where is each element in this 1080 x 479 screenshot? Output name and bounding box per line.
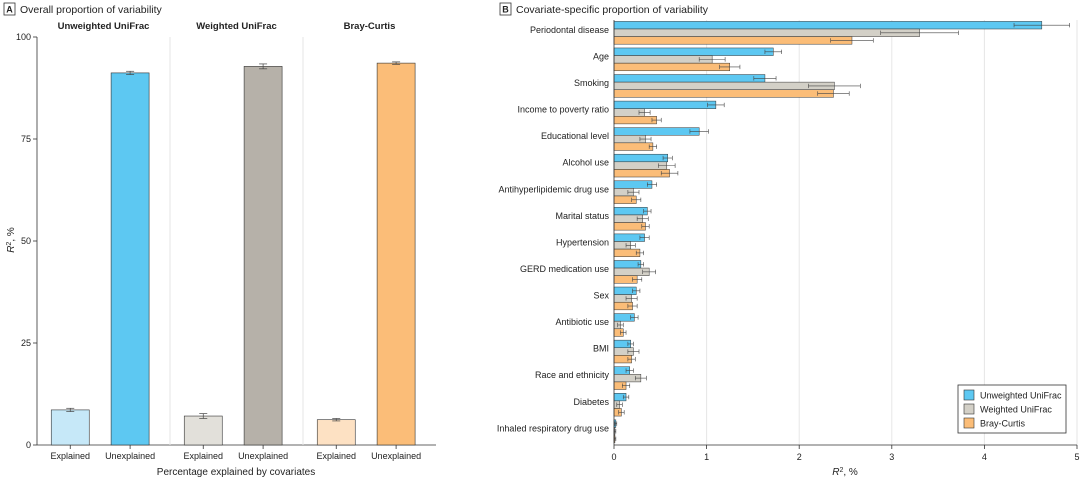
x-tick-label-weighted-unifrac-explained: Explained — [183, 451, 223, 461]
category-label-race-and-ethnicity: Race and ethnicity — [535, 370, 610, 380]
panel-a-x-axis-label: Percentage explained by covariates — [157, 467, 315, 478]
legend-swatch-bray-curtis — [963, 417, 975, 429]
bar-unweighted-unifrac-smoking — [613, 74, 766, 83]
category-label-gerd-medication-use: GERD medication use — [520, 264, 609, 274]
bar-bray-curtis-explained — [316, 419, 356, 446]
panel-a-separators — [169, 37, 304, 445]
x-tick-label-5: 5 — [1074, 452, 1079, 462]
y-tick-label-100: 100 — [16, 32, 31, 42]
bar-bray-curtis-periodontal-disease — [613, 36, 853, 45]
bar-unweighted-unifrac-marital-status — [613, 207, 648, 216]
bar-weighted-unifrac-explained — [183, 415, 223, 446]
category-label-alcohol-use: Alcohol use — [562, 158, 609, 168]
panel-b-letter: B — [502, 5, 509, 15]
group-label-weighted-unifrac: Weighted UniFrac — [196, 21, 277, 32]
x-tick-label-3: 3 — [889, 452, 894, 462]
bar-weighted-unifrac-periodontal-disease — [613, 28, 920, 37]
legend-label-weighted-unifrac: Weighted UniFrac — [980, 405, 1052, 415]
panel-a-bars: Explained Unexplained Explained Unexplained… — [50, 61, 421, 461]
panel-b-bars — [613, 21, 1070, 443]
category-label-sex: Sex — [593, 291, 609, 301]
panel-b-header: B Covariate-specific proportion of varia… — [499, 2, 709, 16]
category-label-periodontal-disease: Periodontal disease — [530, 25, 609, 35]
bar-bray-curtis-smoking — [613, 89, 834, 98]
bar-bray-curtis-age — [613, 62, 730, 72]
bar-bray-curtis-marital-status — [613, 222, 646, 231]
panel-b-category-labels: Periodontal disease Age Smoking Income to p… — [497, 25, 610, 433]
bar-unweighted-unifrac-educational-level — [613, 127, 700, 136]
category-label-inhaled-respiratory-drug-use: Inhaled respiratory drug use — [497, 423, 609, 433]
category-label-income-to-poverty-ratio: Income to poverty ratio — [517, 105, 609, 115]
panel-a-group-labels: Unweighted UniFrac Weighted UniFrac Bray-C… — [58, 21, 396, 32]
bar-bray-curtis-educational-level — [613, 142, 654, 151]
bar-unweighted-unifrac-unexplained — [110, 72, 150, 446]
category-label-hypertension: Hypertension — [556, 237, 609, 247]
category-label-smoking: Smoking — [574, 78, 609, 88]
category-label-age: Age — [593, 51, 609, 61]
category-label-antihyperlipidemic-drug-use: Antihyperlipidemic drug use — [498, 184, 609, 194]
x-tick-label-4: 4 — [982, 452, 987, 462]
legend-label-unweighted-unifrac: Unweighted UniFrac — [980, 391, 1062, 401]
category-label-diabetes: Diabetes — [573, 397, 609, 407]
x-tick-label-1: 1 — [704, 452, 709, 462]
x-tick-label-weighted-unifrac-unexplained: Unexplained — [238, 451, 288, 461]
bar-bray-curtis-unexplained — [376, 62, 416, 446]
panel-b-x-ticks: 0 1 2 3 4 5 — [611, 445, 1080, 462]
category-label-antibiotic-use: Antibiotic use — [555, 317, 609, 327]
bar-unweighted-unifrac-age — [613, 47, 774, 56]
legend: Unweighted UniFrac Weighted UniFrac Bray-C… — [957, 384, 1067, 434]
category-label-marital-status: Marital status — [555, 211, 609, 221]
bar-weighted-unifrac-smoking — [613, 81, 835, 90]
x-tick-label-bray-curtis-explained: Explained — [316, 451, 356, 461]
group-label-unweighted-unifrac: Unweighted UniFrac — [58, 21, 150, 32]
panel-a-letter: A — [6, 5, 13, 15]
legend-box — [957, 384, 1067, 434]
bar-unweighted-unifrac-explained — [50, 409, 90, 446]
x-tick-label-0: 0 — [611, 452, 616, 462]
bar-unweighted-unifrac-gerd-medication-use — [613, 260, 642, 269]
category-label-bmi: BMI — [593, 344, 609, 354]
x-tick-label-unweighted-unifrac-explained: Explained — [50, 451, 90, 461]
legend-swatch-weighted-unifrac — [963, 403, 975, 415]
bar-unweighted-unifrac-alcohol-use — [613, 153, 668, 163]
panel-a-y-axis-label: R2, % — [6, 227, 18, 253]
panel-b-x-axis-label: R2, % — [832, 467, 858, 479]
panel-a-title: Overall proportion of variability — [20, 4, 163, 16]
category-label-educational-level: Educational level — [541, 131, 609, 141]
y-tick-label-75: 75 — [21, 134, 31, 144]
panel-a-axis — [36, 37, 436, 446]
bar-unweighted-unifrac-periodontal-disease — [613, 21, 1043, 30]
x-tick-label-unweighted-unifrac-unexplained: Unexplained — [105, 451, 155, 461]
panel-a-header: A Overall proportion of variability — [3, 2, 163, 16]
y-tick-label-50: 50 — [21, 236, 31, 246]
x-tick-label-bray-curtis-unexplained: Unexplained — [371, 451, 421, 461]
x-tick-label-2: 2 — [797, 452, 802, 462]
bar-bray-curtis-income-to-poverty-ratio — [613, 116, 657, 125]
group-label-bray-curtis: Bray-Curtis — [344, 21, 396, 32]
legend-label-bray-curtis: Bray-Curtis — [980, 419, 1026, 429]
panel-b-title: Covariate-specific proportion of variabi… — [516, 4, 709, 16]
bar-unweighted-unifrac-income-to-poverty-ratio — [613, 100, 717, 109]
legend-swatch-unweighted-unifrac — [963, 389, 975, 401]
bar-weighted-unifrac-age — [613, 55, 713, 64]
bar-weighted-unifrac-unexplained — [243, 66, 283, 446]
y-tick-label-25: 25 — [21, 338, 31, 348]
y-tick-label-0: 0 — [26, 440, 31, 450]
panel-a-y-ticks: 0 25 50 75 100 — [16, 32, 37, 450]
bar-unweighted-unifrac-antihyperlipidemic-drug-use — [613, 180, 653, 189]
